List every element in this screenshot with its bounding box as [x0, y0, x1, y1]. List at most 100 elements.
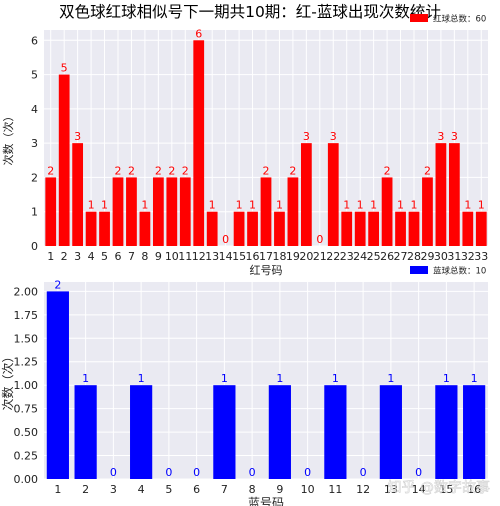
x-tick-label: 2: [82, 483, 89, 496]
data-label: 0: [304, 466, 311, 479]
x-tick-label: 5: [101, 250, 108, 263]
data-label: 0: [222, 233, 229, 246]
x-tick-label: 15: [439, 483, 453, 496]
bar: [112, 177, 124, 246]
x-tick-label: 29: [420, 250, 434, 263]
bar: [233, 211, 245, 246]
data-label: 2: [263, 164, 270, 177]
data-label: 1: [209, 199, 216, 212]
bar: [475, 211, 487, 246]
x-tick-label: 6: [115, 250, 122, 263]
x-tick-label: 30: [434, 250, 448, 263]
bar: [126, 177, 137, 246]
data-label: 2: [384, 164, 391, 177]
x-tick-label: 21: [313, 250, 327, 263]
bar: [99, 211, 110, 246]
y-tick-label: 1: [31, 206, 38, 219]
y-tick-label: 5: [31, 69, 38, 82]
data-label: 3: [303, 130, 310, 143]
bar: [193, 40, 205, 247]
data-label: 0: [415, 466, 422, 479]
data-label: 2: [424, 164, 431, 177]
x-tick-label: 20: [299, 250, 313, 263]
data-label: 1: [141, 199, 148, 212]
data-label: 1: [478, 199, 485, 212]
data-label: 0: [110, 466, 117, 479]
bar: [408, 211, 420, 246]
data-label: 1: [276, 372, 283, 385]
x-tick-label: 10: [301, 483, 315, 496]
bar: [152, 177, 164, 246]
legend-swatch: [410, 266, 428, 274]
data-label: 3: [437, 130, 444, 143]
bar: [300, 143, 312, 246]
x-tick-label: 31: [447, 250, 461, 263]
data-label: 1: [443, 372, 450, 385]
x-tick-label: 7: [128, 250, 135, 263]
x-tick-label: 7: [221, 483, 228, 496]
x-tick-label: 2: [61, 250, 68, 263]
bar: [274, 211, 285, 246]
data-label: 1: [471, 372, 478, 385]
x-tick-label: 22: [326, 250, 340, 263]
x-tick-label: 8: [249, 483, 256, 496]
x-tick-label: 4: [88, 250, 95, 263]
x-tick-label: 32: [461, 250, 475, 263]
data-label: 0: [316, 233, 323, 246]
x-tick-label: 12: [356, 483, 370, 496]
data-label: 1: [249, 199, 256, 212]
data-label: 1: [276, 199, 283, 212]
y-tick-label: 2: [31, 171, 38, 184]
data-label: 2: [168, 164, 175, 177]
bar: [72, 143, 84, 246]
x-tick-label: 16: [246, 250, 260, 263]
bar: [379, 385, 402, 479]
data-label: 1: [332, 372, 339, 385]
x-tick-label: 14: [412, 483, 426, 496]
plot-area: [44, 282, 488, 479]
data-label: 1: [411, 199, 418, 212]
legend-label: 蓝球总数：10: [433, 266, 486, 277]
bar: [179, 177, 191, 246]
bar: [381, 177, 393, 246]
bar: [58, 74, 70, 246]
y-tick-label: 2.00: [14, 285, 39, 298]
red-ball-panel: 0123456215233141526271829210211612113014…: [1, 14, 488, 278]
y-tick-label: 1.25: [14, 356, 39, 369]
data-label: 0: [193, 466, 200, 479]
bar: [46, 291, 69, 479]
data-label: 1: [397, 199, 404, 212]
bar: [341, 211, 353, 246]
y-tick-label: 0.00: [14, 473, 39, 486]
x-tick-label: 11: [328, 483, 342, 496]
watermark: 知乎 @数字故事: [388, 479, 490, 496]
data-label: 1: [221, 372, 228, 385]
data-label: 1: [138, 372, 145, 385]
x-tick-label: 3: [74, 250, 81, 263]
x-tick-label: 12: [192, 250, 206, 263]
bar: [448, 143, 460, 246]
legend-swatch: [410, 14, 428, 22]
x-tick-label: 8: [141, 250, 148, 263]
x-tick-label: 13: [205, 250, 219, 263]
x-axis-label: 红号码: [250, 264, 283, 277]
x-tick-label: 1: [54, 483, 61, 496]
bar: [260, 177, 272, 246]
x-tick-label: 6: [193, 483, 200, 496]
bar: [395, 211, 406, 246]
y-tick-label: 3: [31, 137, 38, 150]
legend-label: 红球总数：60: [433, 14, 486, 25]
y-axis-label: 次数（次）: [0, 350, 15, 410]
data-label: 3: [330, 130, 337, 143]
data-label: 2: [289, 164, 296, 177]
bar: [327, 143, 339, 246]
bar: [166, 177, 178, 246]
x-tick-label: 4: [138, 483, 145, 496]
x-tick-label: 10: [165, 250, 179, 263]
x-tick-label: 33: [474, 250, 488, 263]
bar: [435, 143, 447, 246]
data-label: 1: [236, 199, 243, 212]
bar: [213, 385, 236, 479]
